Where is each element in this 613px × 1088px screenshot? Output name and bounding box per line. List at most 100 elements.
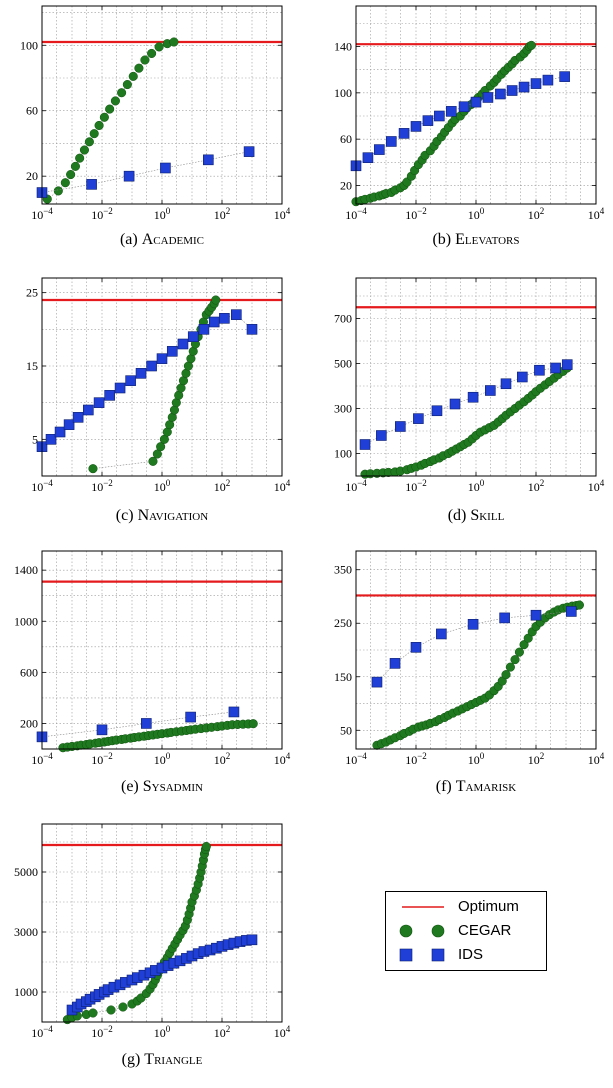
y-tick-label-f: 350 <box>334 563 352 577</box>
cegar-point-c <box>88 464 98 474</box>
ids-point-d <box>359 439 371 450</box>
ids-point-c <box>72 412 84 423</box>
y-tick-label-g: 3000 <box>14 925 38 939</box>
plot-frame-d <box>355 277 597 477</box>
cegar-point-a <box>169 37 179 47</box>
caption-b-name: Elevators <box>455 231 520 248</box>
panel-e: 200 600 1000 1400 10−4 10−2 100 102 104 (e) Sysa… <box>0 545 300 813</box>
legend-line-icon <box>402 906 444 908</box>
cegar-point-a <box>75 153 85 163</box>
ids-point-a <box>203 154 214 166</box>
cegar-point-a <box>99 112 109 122</box>
ids-point-c <box>63 419 75 430</box>
y-tick-label-e: 200 <box>20 716 38 730</box>
cegar-point-c <box>156 442 166 452</box>
legend-label-ids: IDS <box>458 946 484 963</box>
cegar-point-a <box>70 161 80 171</box>
ids-point-d <box>534 364 545 376</box>
ids-point-c <box>187 331 199 342</box>
y-tick-label-d: 700 <box>334 312 352 326</box>
y-tick-label-b: 100 <box>334 86 352 100</box>
caption-f-name: Tamarisk <box>455 778 517 795</box>
y-tick-label-d: 100 <box>334 447 352 461</box>
ids-point-d <box>485 385 496 396</box>
x-tick-label-b: 104 <box>588 206 605 222</box>
x-tick-label-b: 10−2 <box>405 206 427 222</box>
ids-point-e <box>96 724 108 736</box>
ids-point-b <box>530 78 542 89</box>
ids-point-b <box>482 92 494 103</box>
panel-b: 20 60 100 140 10−4 10−2 100 102 104 (b) Elevator… <box>300 0 613 268</box>
caption-d-prefix: (d) <box>447 507 471 524</box>
ids-point-c <box>177 338 189 350</box>
cegar-point-g <box>88 1008 98 1018</box>
ids-point-d <box>413 413 424 424</box>
plot-frame-c <box>41 277 283 477</box>
cegar-point-g <box>106 1005 116 1015</box>
x-tick-label-d: 10−4 <box>345 478 367 494</box>
x-tick-label-f: 104 <box>588 751 605 767</box>
cegar-point-a <box>53 186 63 196</box>
ids-point-f <box>499 612 510 624</box>
x-tick-label-e: 104 <box>274 751 291 767</box>
cegar-point-a <box>110 96 120 106</box>
ids-point-b <box>518 81 530 93</box>
caption-g: (g) Triangle <box>42 1051 282 1069</box>
ids-point-d <box>467 391 479 403</box>
y-tick-label-d: 500 <box>334 357 352 371</box>
chart-b: 20 60 100 140 10−4 10−2 100 102 104 <box>334 5 605 222</box>
x-tick-label-e: 100 <box>154 751 171 767</box>
cegar-point-a <box>60 178 70 188</box>
x-tick-label-e: 10−4 <box>31 751 53 767</box>
cegar-point-a <box>66 169 76 180</box>
chart-g: 1000 3000 5000 10−4 10−2 100 102 104 <box>14 823 291 1040</box>
y-tick-label-a: 20 <box>26 169 38 183</box>
chart-f: 50 150 250 350 10−4 10−2 100 102 104 <box>334 550 605 767</box>
y-tick-label-c: 5 <box>32 432 38 446</box>
ids-point-d <box>431 405 443 417</box>
cegar-point-a <box>128 71 138 81</box>
caption-e: (e) Sysadmin <box>42 778 282 796</box>
x-tick-label-e: 10−2 <box>91 751 113 767</box>
caption-d: (d) Skill <box>356 507 596 525</box>
y-tick-label-c: 25 <box>26 286 38 300</box>
y-tick-label-b: 20 <box>340 178 352 192</box>
legend: Optimum CEGAR IDS <box>385 891 547 971</box>
ids-point-c <box>208 316 220 328</box>
ids-point-c <box>83 404 94 416</box>
cegar-point-b <box>526 40 536 50</box>
ids-point-c <box>93 397 105 408</box>
y-tick-label-b: 140 <box>334 40 352 54</box>
cegar-point-a <box>140 55 150 65</box>
cegar-point-a <box>105 104 115 114</box>
caption-d-name: Skill <box>470 507 505 524</box>
x-tick-label-f: 100 <box>468 751 485 767</box>
ids-point-c <box>45 434 57 445</box>
ids-point-b <box>495 88 506 100</box>
caption-g-prefix: (g) <box>121 1051 145 1068</box>
cegar-point-f <box>514 647 524 657</box>
y-tick-label-b: 60 <box>340 132 352 146</box>
ids-point-f <box>389 658 401 669</box>
cegar-point-c <box>148 456 158 466</box>
cegar-connector-a <box>47 41 175 200</box>
caption-f-prefix: (f) <box>435 778 456 795</box>
x-tick-label-e: 102 <box>214 751 231 767</box>
y-tick-label-e: 600 <box>20 665 38 679</box>
x-tick-label-b: 10−4 <box>345 206 367 222</box>
cegar-point-e <box>248 719 258 729</box>
plot-frame-f <box>355 550 597 750</box>
panel-c: 5 15 25 10−4 10−2 100 102 104 (c) Navigation <box>0 272 300 540</box>
ids-point-f <box>530 609 542 621</box>
cegar-point-c <box>211 295 221 305</box>
legend-label-cegar: CEGAR <box>458 922 512 939</box>
x-tick-label-a: 104 <box>274 206 291 222</box>
legend-label-optimum: Optimum <box>458 898 519 915</box>
ids-point-a <box>86 179 97 190</box>
ids-point-f <box>371 676 383 688</box>
ids-point-c <box>125 375 136 386</box>
x-tick-label-a: 102 <box>214 206 231 222</box>
ids-point-f <box>565 606 577 617</box>
panel-a: 20 60 100 10−4 10−2 100 102 104 (a) Academic <box>0 0 300 268</box>
ids-point-b <box>470 96 482 108</box>
